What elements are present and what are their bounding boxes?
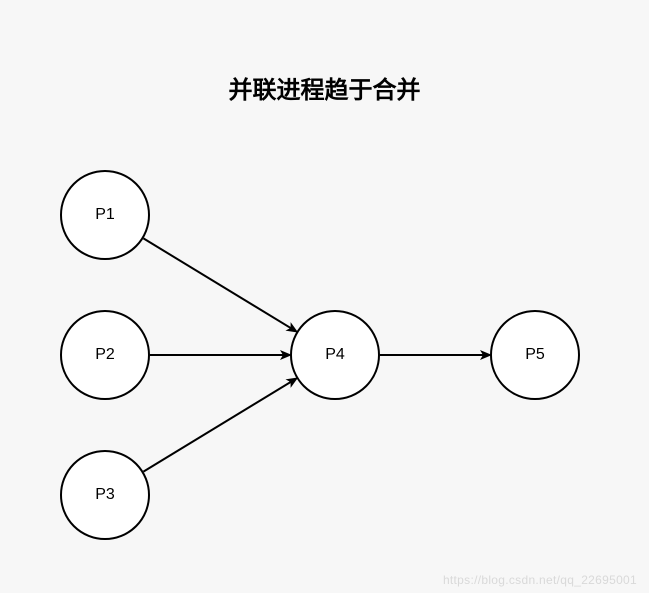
node-p1: P1	[60, 170, 150, 260]
diagram-title: 并联进程趋于合并	[0, 70, 649, 105]
node-p5: P5	[490, 310, 580, 400]
edge-p3-p4	[143, 379, 294, 471]
edge-p1-p4	[143, 238, 294, 330]
node-p4: P4	[290, 310, 380, 400]
watermark-text: https://blog.csdn.net/qq_22695001	[443, 573, 637, 587]
node-p3: P3	[60, 450, 150, 540]
node-p2: P2	[60, 310, 150, 400]
